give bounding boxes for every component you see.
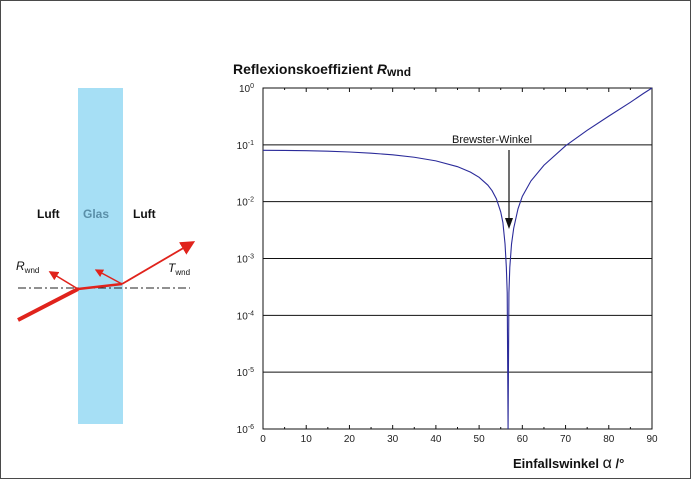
reflected-ray bbox=[48, 271, 79, 290]
internal-reflected-ray bbox=[94, 269, 123, 285]
y-tick-label-6: 10-6 bbox=[237, 424, 254, 436]
reflectance-chart: Reflexionskoeffizient Rwnd 0 10 20 30 40 50 60… bbox=[233, 61, 658, 472]
medium-label-right: Luft bbox=[133, 207, 156, 221]
series-line-0 bbox=[262, 87, 653, 430]
y-tick-label-3: 10-3 bbox=[237, 254, 254, 266]
refracted-ray bbox=[77, 282, 123, 291]
medium-label-left: Luft bbox=[37, 207, 60, 221]
x-tick-label-9: 90 bbox=[646, 434, 658, 445]
x-tick-label-7: 70 bbox=[560, 434, 572, 445]
x-tick-label-2: 20 bbox=[344, 434, 356, 445]
glass-slab bbox=[78, 88, 123, 424]
x-tick-label-5: 50 bbox=[474, 434, 486, 445]
y-tick-label-1: 10-1 bbox=[237, 140, 254, 152]
series-group bbox=[262, 87, 653, 430]
y-ticks: 100 10-1 10-2 10-3 10-4 10-5 10-6 bbox=[237, 83, 254, 436]
transmitted-ray bbox=[121, 241, 196, 285]
x-tick-label-3: 30 bbox=[387, 434, 399, 445]
x-tick-label-1: 10 bbox=[301, 434, 313, 445]
brewster-annotation: Brewster-Winkel bbox=[452, 134, 532, 146]
y-tick-label-0: 100 bbox=[239, 83, 254, 95]
brewster-arrowhead bbox=[505, 218, 513, 229]
transmitted-label: Twnd bbox=[168, 261, 190, 277]
reflected-label: Rwnd bbox=[16, 259, 39, 275]
x-axis-label: Einfallswinkel α /° bbox=[513, 455, 624, 472]
y-tick-label-4: 10-4 bbox=[237, 310, 254, 322]
y-tick-label-5: 10-5 bbox=[237, 367, 254, 379]
y-tick-label-2: 10-2 bbox=[237, 197, 254, 209]
x-tick-label-0: 0 bbox=[260, 434, 266, 445]
refraction-schematic: Luft Glas Luft Rwnd Twnd bbox=[16, 88, 196, 424]
x-tick-label-8: 80 bbox=[603, 434, 615, 445]
x-ticks: 0 10 20 30 40 50 60 70 80 90 bbox=[260, 88, 658, 445]
incident-ray bbox=[17, 287, 79, 322]
chart-title: Reflexionskoeffizient Rwnd bbox=[233, 61, 411, 79]
medium-label-glass: Glas bbox=[83, 207, 109, 221]
x-tick-label-6: 60 bbox=[517, 434, 529, 445]
x-tick-label-4: 40 bbox=[430, 434, 442, 445]
